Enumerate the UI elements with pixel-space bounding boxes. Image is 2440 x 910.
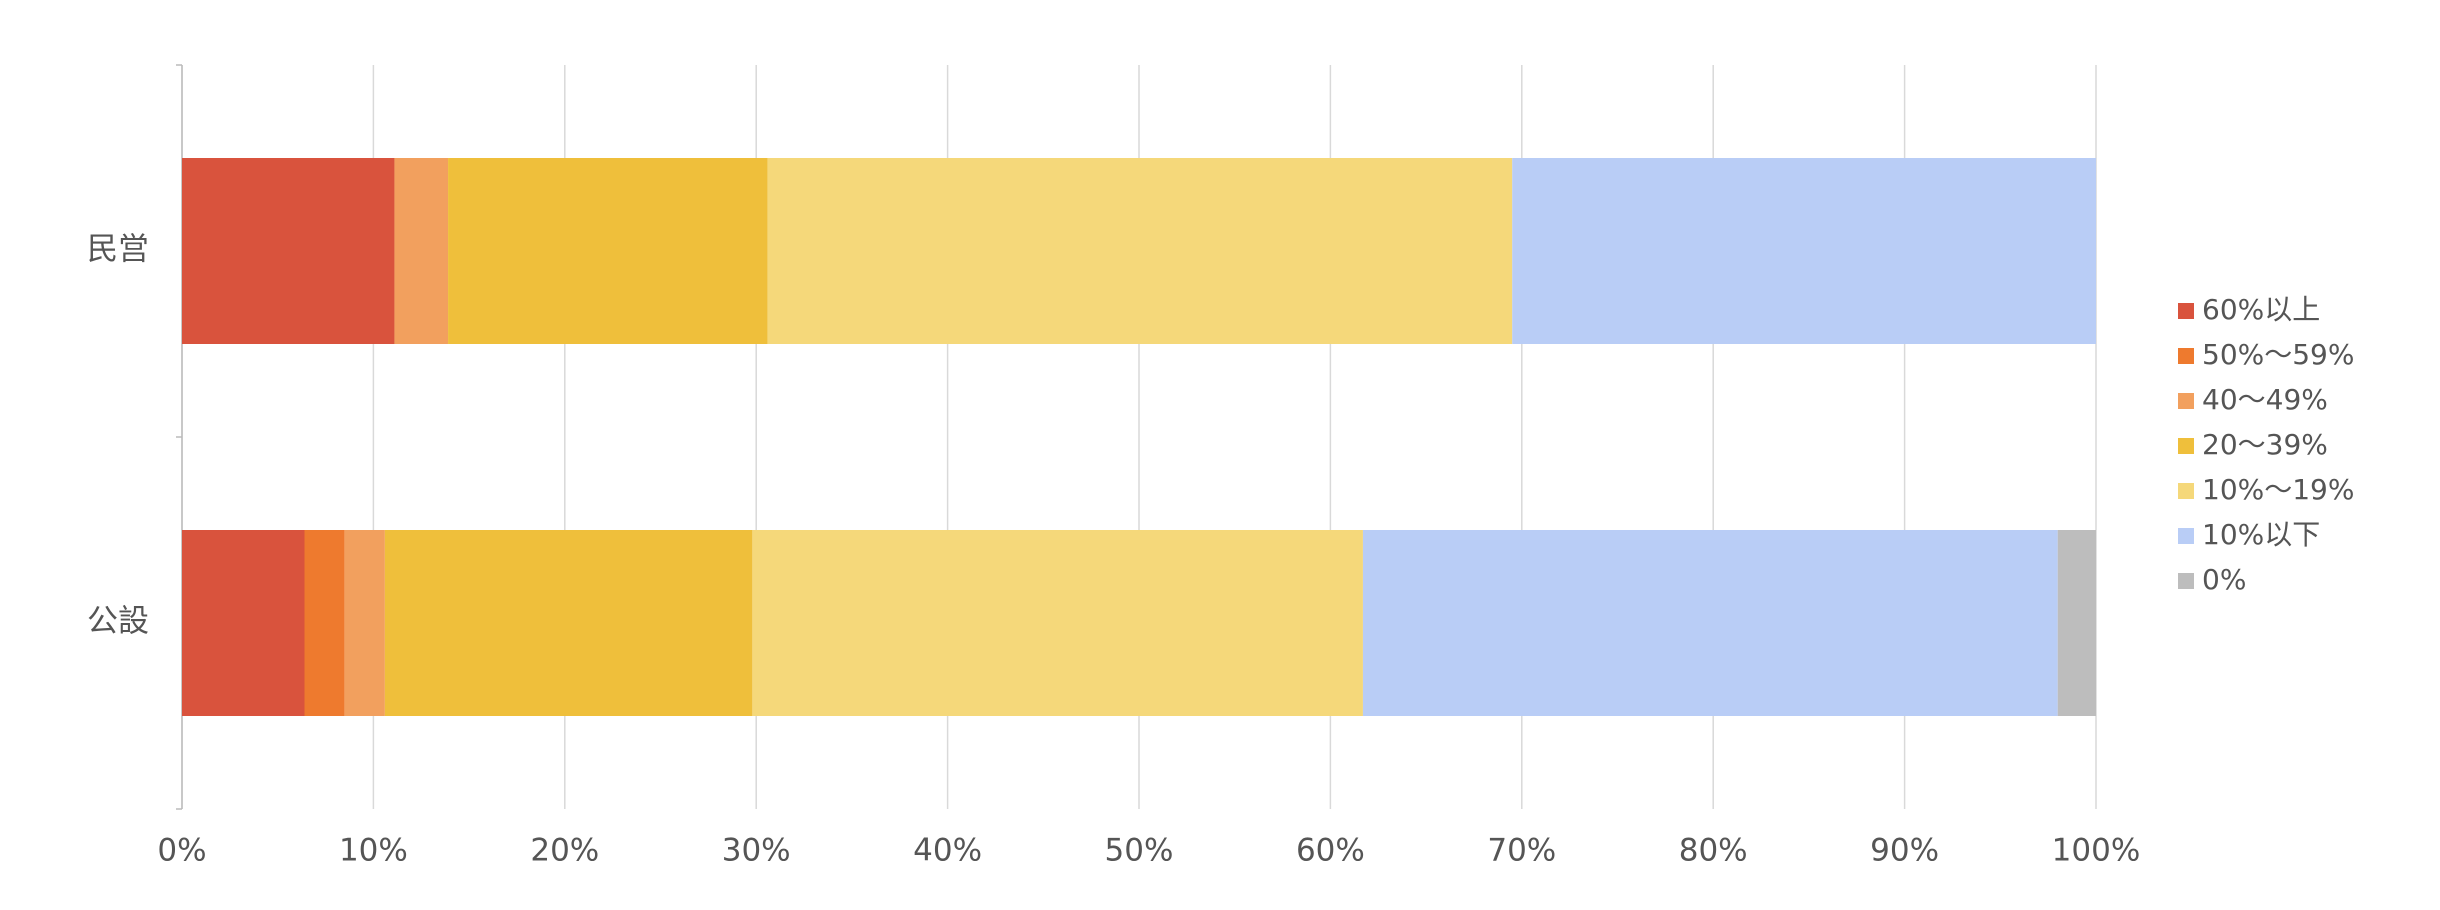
legend-label: 20〜39% xyxy=(2202,428,2328,461)
legend-label: 10%〜19% xyxy=(2202,473,2354,506)
x-tick-label: 50% xyxy=(1105,833,1174,869)
x-tick-label: 10% xyxy=(339,833,408,869)
legend-swatch xyxy=(2178,438,2194,454)
bar-segment xyxy=(752,530,1363,716)
bar-segment xyxy=(304,530,345,716)
bar-segment xyxy=(1362,530,2058,716)
bar-segment xyxy=(2057,530,2096,716)
bar-segment xyxy=(394,158,449,344)
bar-segment xyxy=(344,530,385,716)
x-tick-label: 40% xyxy=(913,833,982,869)
x-tick-label: 90% xyxy=(1870,833,1939,869)
legend-label: 10%以下 xyxy=(2202,518,2320,551)
bar-segment xyxy=(182,158,395,344)
x-tick-label: 100% xyxy=(2052,833,2141,869)
legend-swatch xyxy=(2178,573,2194,589)
legend-swatch xyxy=(2178,348,2194,364)
legend-swatch xyxy=(2178,528,2194,544)
y-tick-label: 民営 xyxy=(87,232,149,268)
x-tick-label: 20% xyxy=(530,833,599,869)
legend-label: 0% xyxy=(2202,563,2246,596)
legend-swatch xyxy=(2178,303,2194,319)
y-tick-label: 公設 xyxy=(87,604,149,640)
x-tick-label: 0% xyxy=(157,833,206,869)
bar-segment xyxy=(448,158,768,344)
bar-segment xyxy=(1512,158,2096,344)
legend-label: 50%〜59% xyxy=(2202,338,2354,371)
x-tick-label: 30% xyxy=(722,833,791,869)
bar-segment xyxy=(767,158,1513,344)
bar-segment xyxy=(384,530,753,716)
legend-swatch xyxy=(2178,483,2194,499)
legend-label: 40〜49% xyxy=(2202,383,2328,416)
legend-swatch xyxy=(2178,393,2194,409)
x-tick-label: 60% xyxy=(1296,833,1365,869)
bar-segment xyxy=(182,530,305,716)
legend-label: 60%以上 xyxy=(2202,293,2320,326)
x-tick-label: 70% xyxy=(1487,833,1556,869)
x-tick-label: 80% xyxy=(1679,833,1748,869)
